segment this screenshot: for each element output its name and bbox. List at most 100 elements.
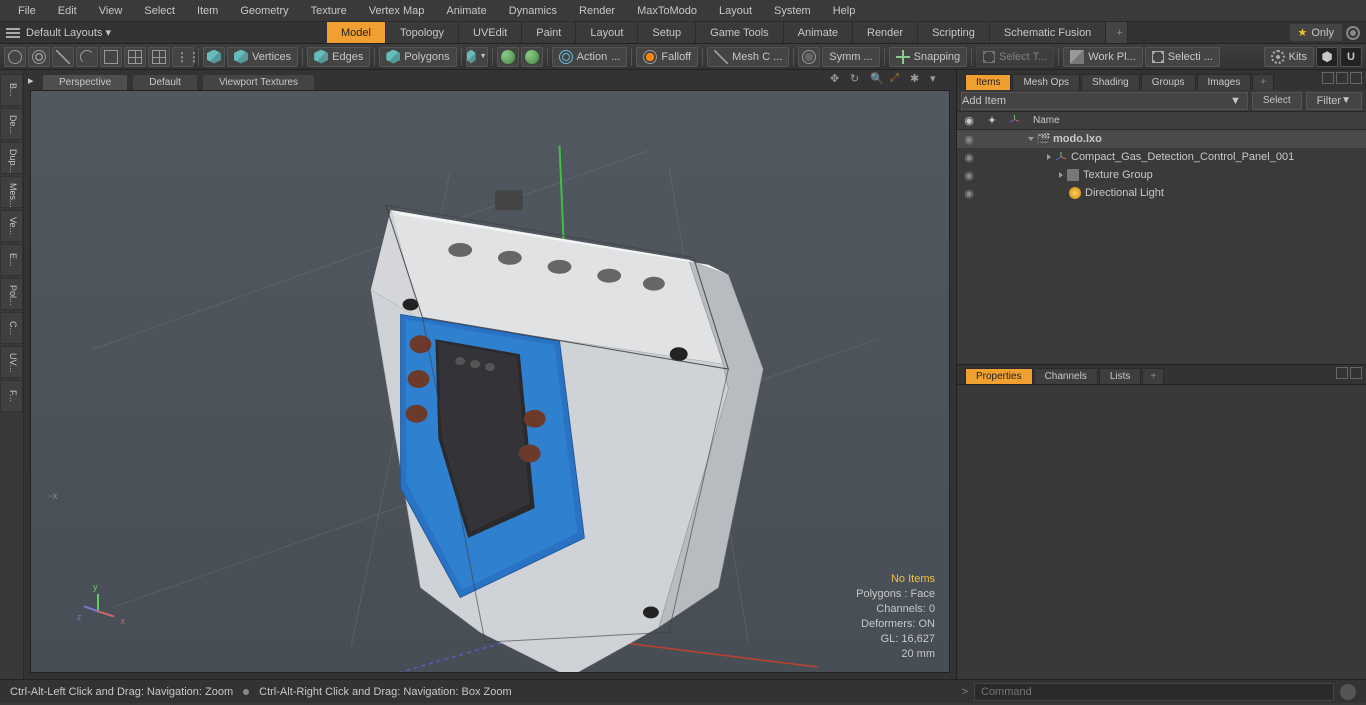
tab-groups[interactable]: Groups bbox=[1141, 74, 1196, 90]
tool-arc[interactable] bbox=[76, 47, 98, 67]
tool-ue[interactable]: U bbox=[1340, 47, 1362, 67]
edges-button[interactable]: Edges bbox=[307, 47, 370, 67]
menu-vertexmap[interactable]: Vertex Map bbox=[359, 2, 435, 20]
rail-f[interactable]: F... bbox=[0, 380, 23, 412]
tool-grid[interactable] bbox=[124, 47, 146, 67]
expand-icon[interactable] bbox=[1350, 367, 1362, 379]
tab-model[interactable]: Model bbox=[327, 22, 386, 43]
menu-select[interactable]: Select bbox=[134, 2, 185, 20]
col-plus-icon[interactable]: ✦ bbox=[981, 114, 1003, 127]
vp-tab-textures[interactable]: Viewport Textures bbox=[202, 74, 315, 90]
tool-dcircle[interactable] bbox=[28, 47, 50, 67]
tab-scripting[interactable]: Scripting bbox=[918, 22, 990, 43]
rail-basic[interactable]: B... bbox=[0, 74, 23, 106]
expand-icon[interactable] bbox=[1336, 72, 1348, 84]
vp-pan-icon[interactable]: ✥ bbox=[830, 72, 844, 86]
tab-paint[interactable]: Paint bbox=[522, 22, 576, 43]
tab-items[interactable]: Items bbox=[965, 74, 1011, 90]
vp-menu-icon[interactable]: ▾ bbox=[930, 72, 944, 86]
tab-props-add[interactable]: + bbox=[1142, 368, 1164, 384]
tool-circle[interactable] bbox=[4, 47, 26, 67]
selecti-button[interactable]: Selecti ... bbox=[1145, 47, 1220, 67]
tool-cube[interactable] bbox=[203, 47, 225, 67]
tree-row-texgroup[interactable]: ◉ Texture Group bbox=[957, 166, 1366, 184]
viewport-3d[interactable]: yxz No Items Polygons : Face Channels: 0… bbox=[30, 90, 950, 673]
tool-cubedrop[interactable]: ▼ bbox=[466, 47, 488, 67]
col-axis-icon[interactable] bbox=[1003, 114, 1025, 128]
hamburger-icon[interactable] bbox=[6, 28, 20, 38]
eye-icon[interactable]: ◉ bbox=[957, 151, 981, 164]
pin-icon[interactable] bbox=[1336, 367, 1348, 379]
menu-animate[interactable]: Animate bbox=[436, 2, 496, 20]
tree-row-mesh[interactable]: ◉ Compact_Gas_Detection_Control_Panel_00… bbox=[957, 148, 1366, 166]
eye-icon[interactable]: ◉ bbox=[957, 169, 981, 182]
tab-render[interactable]: Render bbox=[853, 22, 918, 43]
snapping-button[interactable]: Snapping bbox=[889, 47, 968, 67]
symm-button[interactable]: Symm ... bbox=[822, 47, 879, 67]
tree-row-scene[interactable]: ◉ 🎬modo.lxo bbox=[957, 130, 1366, 148]
tab-lists[interactable]: Lists bbox=[1099, 368, 1142, 384]
pin-icon[interactable] bbox=[1322, 72, 1334, 84]
vp-tab-default[interactable]: Default bbox=[132, 74, 198, 90]
eye-icon[interactable]: ◉ bbox=[957, 133, 981, 146]
tab-channels[interactable]: Channels bbox=[1034, 368, 1098, 384]
rail-mesh[interactable]: Mes... bbox=[0, 176, 23, 208]
tab-animate[interactable]: Animate bbox=[784, 22, 853, 43]
menu-edit[interactable]: Edit bbox=[48, 2, 87, 20]
rail-dup[interactable]: Dup... bbox=[0, 142, 23, 174]
tool-text[interactable]: ⋮⋮ bbox=[172, 47, 194, 67]
tool-sphere2[interactable] bbox=[521, 47, 543, 67]
tab-add[interactable]: + bbox=[1106, 22, 1128, 43]
tab-topology[interactable]: Topology bbox=[386, 22, 459, 43]
workpl-button[interactable]: Work Pl... bbox=[1063, 47, 1142, 67]
tab-uvedit[interactable]: UVEdit bbox=[459, 22, 522, 43]
rail-deform[interactable]: De... bbox=[0, 108, 23, 140]
menu-render[interactable]: Render bbox=[569, 2, 625, 20]
tool-sphere1[interactable] bbox=[497, 47, 519, 67]
menu-system[interactable]: System bbox=[764, 2, 821, 20]
tab-images[interactable]: Images bbox=[1197, 74, 1252, 90]
tab-setup[interactable]: Setup bbox=[638, 22, 696, 43]
action-button[interactable]: Action... bbox=[552, 47, 628, 67]
vertices-button[interactable]: Vertices bbox=[227, 47, 298, 67]
add-item-button[interactable]: Add Item ▼ bbox=[961, 92, 1248, 110]
tree-row-light[interactable]: ◉ Directional Light bbox=[957, 184, 1366, 202]
col-eye-icon[interactable]: ◉ bbox=[957, 114, 981, 127]
tab-schematic[interactable]: Schematic Fusion bbox=[990, 22, 1106, 43]
tool-hex[interactable]: ⬢ bbox=[1316, 47, 1338, 67]
disclosure-icon[interactable] bbox=[1059, 172, 1063, 178]
menu-view[interactable]: View bbox=[89, 2, 133, 20]
tab-meshops[interactable]: Mesh Ops bbox=[1012, 74, 1080, 90]
rail-poly[interactable]: Pol... bbox=[0, 278, 23, 310]
tab-properties[interactable]: Properties bbox=[965, 368, 1033, 384]
rail-uv[interactable]: UV... bbox=[0, 346, 23, 378]
tab-items-add[interactable]: + bbox=[1252, 74, 1274, 90]
eye-icon[interactable]: ◉ bbox=[957, 187, 981, 200]
tool-pen[interactable] bbox=[52, 47, 74, 67]
menu-maxtomodo[interactable]: MaxToModo bbox=[627, 2, 707, 20]
tool-grid2[interactable] bbox=[148, 47, 170, 67]
tab-layout[interactable]: Layout bbox=[576, 22, 638, 43]
vp-zoom-icon[interactable]: 🔍 bbox=[870, 72, 884, 86]
menu-layout[interactable]: Layout bbox=[709, 2, 762, 20]
menu-file[interactable]: File bbox=[8, 2, 46, 20]
menu-dynamics[interactable]: Dynamics bbox=[499, 2, 567, 20]
tool-radio[interactable] bbox=[798, 47, 820, 67]
command-stop-icon[interactable] bbox=[1340, 684, 1356, 700]
rail-edge[interactable]: E... bbox=[0, 244, 23, 276]
layout-dropdown[interactable]: Default Layouts ▾ bbox=[26, 26, 111, 39]
col-name[interactable]: Name bbox=[1025, 115, 1060, 126]
vp-rotate-icon[interactable]: ↻ bbox=[850, 72, 864, 86]
settings-icon[interactable] bbox=[1346, 26, 1360, 40]
tab-gametools[interactable]: Game Tools bbox=[696, 22, 784, 43]
tab-shading[interactable]: Shading bbox=[1081, 74, 1140, 90]
menu-icon[interactable] bbox=[1350, 72, 1362, 84]
menu-help[interactable]: Help bbox=[823, 2, 866, 20]
polygons-button[interactable]: Polygons bbox=[379, 47, 456, 67]
disclosure-icon[interactable] bbox=[1028, 137, 1034, 141]
vp-tab-perspective[interactable]: Perspective bbox=[42, 74, 128, 90]
filter-button[interactable]: Filter ▼ bbox=[1306, 92, 1362, 110]
command-input[interactable] bbox=[974, 683, 1334, 701]
only-button[interactable]: ★Only bbox=[1290, 24, 1343, 41]
falloff-button[interactable]: Falloff bbox=[636, 47, 698, 67]
